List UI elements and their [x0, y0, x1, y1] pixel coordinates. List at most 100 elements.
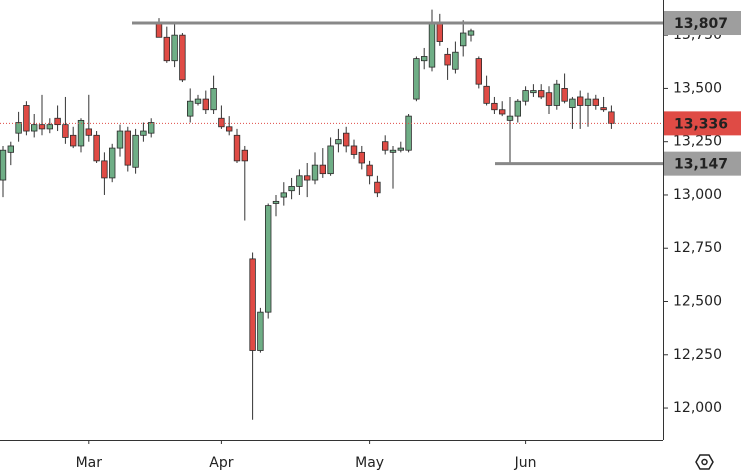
candle-body	[210, 88, 217, 111]
last-price-box	[664, 111, 741, 136]
candle-body	[600, 107, 607, 111]
candle-body	[194, 98, 202, 104]
candle-body	[538, 90, 545, 98]
candle-body	[545, 92, 553, 106]
candle-body	[85, 128, 92, 136]
candle-body	[218, 117, 225, 128]
candle-body	[23, 105, 30, 132]
candle-body	[366, 164, 373, 177]
candle-body	[577, 96, 584, 106]
x-tick-label: May	[355, 455, 384, 471]
candle-body	[77, 119, 85, 147]
candle-body	[397, 147, 404, 151]
candle-body	[584, 98, 592, 106]
candle-body	[420, 56, 428, 62]
candle-body	[530, 90, 537, 94]
candle-body	[514, 100, 521, 117]
x-tick-label: Jun	[514, 455, 537, 471]
candle-body	[186, 100, 194, 117]
candle-body	[561, 88, 568, 102]
candle-body	[319, 164, 326, 175]
candle-body	[272, 200, 280, 204]
candle-body	[257, 311, 264, 351]
candle-body	[179, 34, 186, 81]
candle-body	[249, 258, 256, 351]
candle-body	[342, 132, 350, 147]
candle-body	[459, 32, 467, 47]
y-tick-label: 12,750	[673, 240, 722, 256]
candle-body	[225, 126, 233, 132]
candle-body	[62, 124, 69, 138]
candle-body	[0, 149, 7, 181]
candle-body	[389, 149, 397, 153]
candle-body	[163, 36, 170, 62]
candle-body	[498, 109, 506, 115]
candle-body	[452, 51, 459, 70]
candle-body	[506, 115, 514, 121]
candle-body	[296, 175, 303, 187]
candle-body	[171, 34, 178, 62]
candle-body	[569, 98, 576, 109]
level-label: 13,807	[674, 16, 728, 32]
candle-body	[483, 85, 490, 104]
x-tick-label: Mar	[76, 455, 103, 471]
candle-body	[147, 122, 155, 134]
candle-body	[311, 164, 319, 181]
candle-body	[350, 145, 358, 155]
level-label-box	[664, 11, 741, 36]
candle-body	[374, 181, 381, 194]
candle-body	[70, 134, 77, 147]
candle-body	[30, 124, 38, 132]
y-tick-label: 13,250	[673, 134, 722, 150]
settings-dot[interactable]	[701, 458, 708, 466]
candle-body	[436, 21, 443, 42]
candle-body	[475, 58, 482, 85]
candle-body	[46, 124, 53, 130]
candle-body	[288, 186, 295, 192]
candle-body	[264, 205, 272, 313]
candle-body	[124, 130, 131, 166]
candle-body	[428, 21, 436, 68]
candle-body	[38, 124, 46, 130]
candle-body	[327, 145, 334, 175]
candle-body	[140, 130, 147, 136]
candle-body	[233, 134, 241, 162]
candle-body	[116, 130, 124, 149]
candle-body	[467, 30, 475, 36]
settings-hexagon[interactable]	[695, 454, 714, 470]
candle-body	[7, 145, 14, 153]
x-tick-label: Apr	[209, 455, 233, 471]
candle-body	[608, 111, 615, 124]
candle-body	[413, 58, 420, 100]
level-label: 13,147	[674, 157, 728, 173]
candle-body	[381, 141, 389, 151]
y-tick-label: 12,250	[673, 347, 722, 363]
candle-body	[155, 21, 163, 38]
candle-body	[358, 151, 365, 164]
y-tick-label: 12,000	[673, 400, 722, 416]
candle-body	[132, 134, 139, 168]
candle-body	[522, 90, 529, 102]
candle-body	[280, 192, 287, 198]
candle-body	[335, 139, 342, 145]
candle-body	[202, 98, 209, 111]
settings-icon[interactable]	[695, 454, 714, 470]
candle-body	[592, 98, 599, 106]
level-label-box	[664, 151, 741, 176]
candle-body	[93, 134, 100, 162]
y-tick-label: 13,500	[673, 80, 722, 96]
last-price-label: 13,336	[674, 116, 728, 132]
y-tick-label: 12,500	[673, 294, 722, 310]
candle-body	[553, 83, 560, 106]
candle-body	[15, 122, 22, 134]
candle-body	[109, 147, 116, 179]
y-tick-label: 13,000	[673, 187, 722, 203]
candle-body	[405, 115, 412, 151]
candle-body	[54, 117, 61, 126]
candle-body	[444, 53, 451, 66]
candle-body	[241, 149, 248, 162]
candle-body	[101, 160, 108, 179]
candle-body	[303, 175, 311, 181]
